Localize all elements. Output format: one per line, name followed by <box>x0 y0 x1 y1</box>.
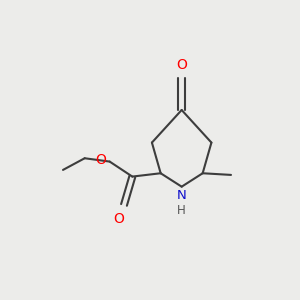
Text: H: H <box>177 204 186 217</box>
Text: O: O <box>114 212 124 226</box>
Text: O: O <box>176 58 187 72</box>
Text: N: N <box>177 189 187 202</box>
Text: O: O <box>95 153 106 167</box>
